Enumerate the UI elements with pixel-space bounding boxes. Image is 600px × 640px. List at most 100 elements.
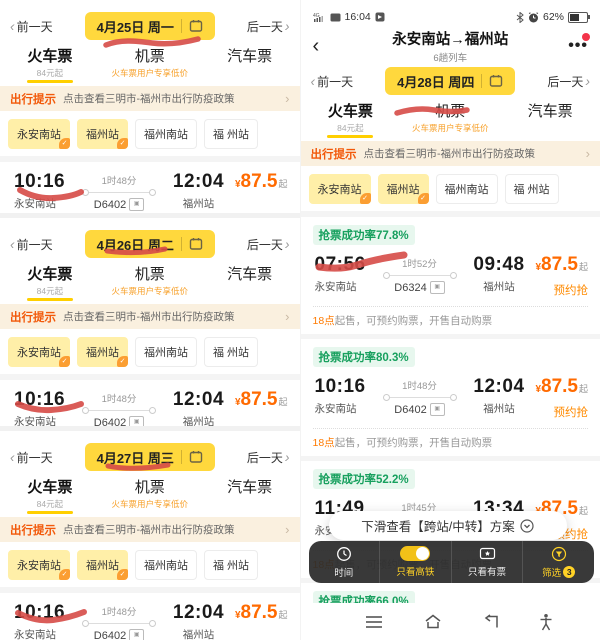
train-card[interactable]: 抢票成功率77.8% 07:56 永安南站 1时52分 D6324 ▣ 09:48 福州… [301,217,600,334]
tab-train-ticket[interactable]: 火车票 84元起 [0,45,100,83]
tab-bus-ticket[interactable]: 汽车票 [227,479,273,496]
next-day-button[interactable]: 后一天 › [246,18,290,34]
signal-icon: 4G [313,13,323,22]
chevron-right-icon: › [284,18,290,34]
travel-tip-banner[interactable]: 出行提示 点击查看三明市-福州市出行防疫政策 › [0,304,300,329]
train-result-row[interactable]: 10:16 永安南站 1时48分 D6402 ▣ 12:04 福州站 ¥87.5起 [14,389,288,429]
train-result-row[interactable]: 10:16 永安南站 1时48分 D6402 ▣ 12:04 福州站 ¥87.5起 [14,171,288,211]
chevron-right-icon: › [285,91,290,106]
station-tag[interactable]: 福州南站 [135,550,197,580]
date-pill[interactable]: 4月27日 周三 [84,443,215,471]
calendar-icon [189,238,203,250]
station-tag[interactable]: 福州南站 [135,337,197,367]
station-tag-selected[interactable]: 永安南站 ✓ [8,119,70,149]
tab-flight-ticket[interactable]: 机票 火车票用户专享低价 [411,103,489,133]
grab-success-rate: 抢票成功率52.2% [312,469,415,489]
departure-station: 永安南站 [14,416,56,428]
chevron-left-icon: ‹ [10,18,15,34]
reserve-grab-button[interactable]: 预约抢 [553,407,589,419]
date-pill[interactable]: 4月26日 周二 [84,230,215,258]
tab-train-ticket[interactable]: 火车票 84元起 [0,263,100,301]
next-day-button[interactable]: 后一天 › [246,449,290,465]
arrival-time: 12:04 [172,389,225,410]
menu-icon[interactable] [364,614,384,630]
back-icon[interactable] [482,613,500,630]
train-card[interactable]: 抢票成功率80.3% 10:16 永安南站 1时48分 D6402 ▣ 12:04 福州… [301,339,600,456]
station-tag-selected[interactable]: 福州站 ✓ [377,174,429,204]
tab-flight-ticket[interactable]: 机票 火车票用户专享低价 [111,48,188,78]
active-tab-underline [26,80,73,83]
price: 87.5 [541,254,578,275]
travel-tip-banner[interactable]: 出行提示 点击查看三明市-福州市出行防疫政策 › [0,86,300,111]
day-panel-apr27: ‹ 前一天 4月27日 周三 后一天 › 火车票 84元起 机票 火车票用户专享低价 汽… [0,426,300,640]
divider [180,19,182,33]
station-tag[interactable]: 福 州站 [204,550,259,580]
prev-day-button[interactable]: ‹ 前一天 [310,73,354,89]
calendar-icon [189,20,203,32]
date-navigation: ‹ 前一天 4月25日 周一 后一天 › [0,9,300,43]
next-day-button[interactable]: 后一天 › [246,236,290,252]
toggle-on-icon [400,546,431,561]
train-number: D6402 [394,403,427,416]
station-tag-selected[interactable]: 福州站 ✓ [77,550,128,580]
scroll-hint-pill[interactable]: 下滑查看【跨站/中转】方案 [328,511,567,540]
station-filter-tags: 永安南站 ✓ 福州站 ✓ 福州南站 福 州站 [0,111,300,156]
tab-bus-ticket[interactable]: 汽车票 [527,103,573,120]
check-icon: ✓ [359,193,371,204]
duration: 1时52分 [402,259,437,270]
sort-by-time-button[interactable]: 时间 [309,541,380,583]
tab-train-ticket[interactable]: 火车票 84元起 [301,100,401,138]
date-pill[interactable]: 4月25日 周一 [84,12,215,40]
notification-dot [582,33,590,41]
prev-day-button[interactable]: ‹ 前一天 [10,449,53,465]
tab-bus-ticket[interactable]: 汽车票 [227,48,273,65]
station-tag[interactable]: 福 州站 [504,174,559,204]
station-tag-selected[interactable]: 永安南站 ✓ [8,550,70,580]
station-tag-selected[interactable]: 永安南站 ✓ [8,337,70,367]
dotted-divider [312,428,588,429]
prev-day-button[interactable]: ‹ 前一天 [10,236,53,252]
prev-day-button[interactable]: ‹ 前一天 [10,18,53,34]
station-tag[interactable]: 福 州站 [204,337,259,367]
day-panel-apr26: ‹ 前一天 4月26日 周二 后一天 › 火车票 84元起 机票 火车票用户专享低价 汽… [0,213,300,438]
station-tag-selected[interactable]: 福州站 ✓ [77,337,128,367]
status-bar: 4G 16:04 62% [301,0,600,28]
station-filter-tags: 永安南站 ✓ 福州站 ✓ 福州南站 福 州站 [0,329,300,374]
sale-note: 18点起售，可预约购票，开售自动购票 [312,315,493,327]
bluetooth-icon [516,11,524,23]
travel-tip-banner[interactable]: 出行提示 点击查看三明市-福州市出行防疫政策 › [0,517,300,542]
route-line [82,189,157,196]
arrival-station: 福州站 [182,198,215,210]
station-tag[interactable]: 福 州站 [204,119,259,149]
sale-note: 18点起售，可预约购票，开售自动购票 [312,437,493,449]
duration: 1时48分 [101,607,137,618]
back-button[interactable]: ‹ [312,34,320,57]
tab-bus-ticket[interactable]: 汽车票 [227,266,273,283]
tab-train-ticket[interactable]: 火车票 84元起 [0,476,100,514]
next-day-button[interactable]: 后一天 › [547,73,590,89]
train-result-row[interactable]: 10:16 永安南站 1时48分 D6402 ▣ 12:04 福州站 ¥87.5起 [14,602,288,640]
travel-tip-banner[interactable]: 出行提示 点击查看三明市-福州市出行防疫政策 › [300,141,600,166]
filter-button[interactable]: 筛选 3 [522,541,594,583]
arrival-time: 12:04 [473,376,525,397]
home-icon[interactable] [423,613,443,630]
section-separator [0,374,300,380]
station-tag-selected[interactable]: 永安南站 ✓ [308,174,371,204]
calendar-icon [490,75,503,87]
hsr-only-toggle[interactable]: 只看高铁 [379,541,451,583]
price: 87.5 [240,171,278,192]
station-tag[interactable]: 福州南站 [435,174,498,204]
station-tag[interactable]: 福州南站 [135,119,197,149]
divider [481,74,483,88]
reserve-grab-button[interactable]: 预约抢 [553,285,589,297]
date-label: 4月27日 周三 [96,450,174,466]
tab-flight-ticket[interactable]: 机票 火车票用户专享低价 [111,479,188,509]
battery-icon [568,11,590,23]
tickets-only-button[interactable]: 只看有票 [450,541,523,583]
more-menu-button[interactable]: ••• [564,33,590,55]
tab-flight-ticket[interactable]: 机票 火车票用户专享低价 [111,266,188,296]
date-pill[interactable]: 4月28日 周四 [385,67,516,95]
accessibility-icon[interactable] [539,613,553,631]
battery-percent: 62% [542,11,564,23]
station-tag-selected[interactable]: 福州站 ✓ [77,119,128,149]
